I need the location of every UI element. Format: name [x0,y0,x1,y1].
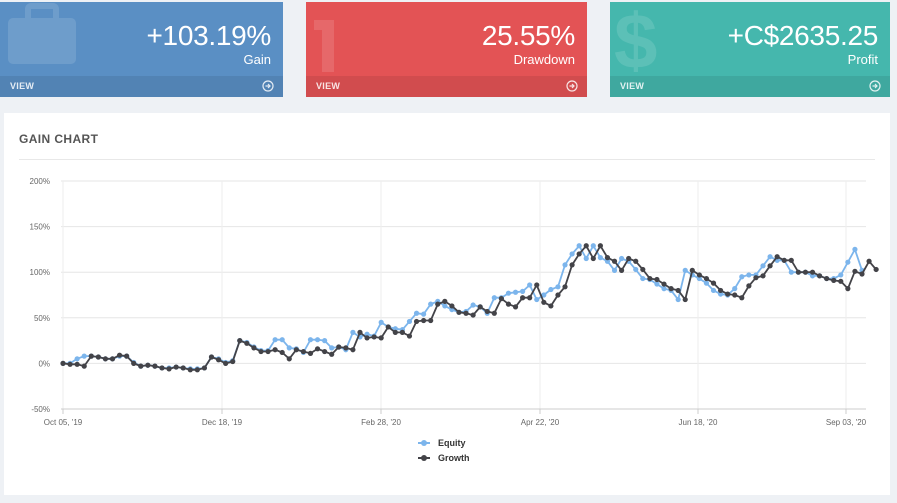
arrow-circle-right-icon[interactable] [869,80,881,92]
profit-label: Profit [847,52,878,67]
svg-text:$: $ [614,2,657,72]
gain-card-footer[interactable]: VIEW [0,76,283,97]
down-arrow-icon [314,20,334,72]
arrow-circle-right-icon[interactable] [262,80,274,92]
profit-view-link[interactable]: VIEW [620,81,645,91]
gain-view-link[interactable]: VIEW [10,81,35,91]
drawdown-value: 25.55% [481,20,575,51]
drawdown-card: 25.55% Drawdown VIEW [306,2,587,97]
profit-card: $ +C$2635.25 Profit VIEW [610,2,890,97]
gain-card: +103.19% Gain VIEW [0,2,283,97]
arrow-circle-right-icon[interactable] [566,80,578,92]
profit-card-footer[interactable]: VIEW [610,76,890,97]
panel-title: GAIN CHART [19,132,99,146]
gain-label: Gain [243,52,271,67]
divider [19,159,875,160]
profit-value: +C$2635.25 [727,20,879,51]
gain-value: +103.19% [146,20,272,51]
drawdown-view-link[interactable]: VIEW [316,81,341,91]
gain-chart-panel: GAIN CHART [4,113,890,495]
drawdown-card-footer[interactable]: VIEW [306,76,587,97]
briefcase-icon [8,3,76,64]
dollar-icon: $ [614,2,657,72]
drawdown-label: Drawdown [513,52,575,67]
